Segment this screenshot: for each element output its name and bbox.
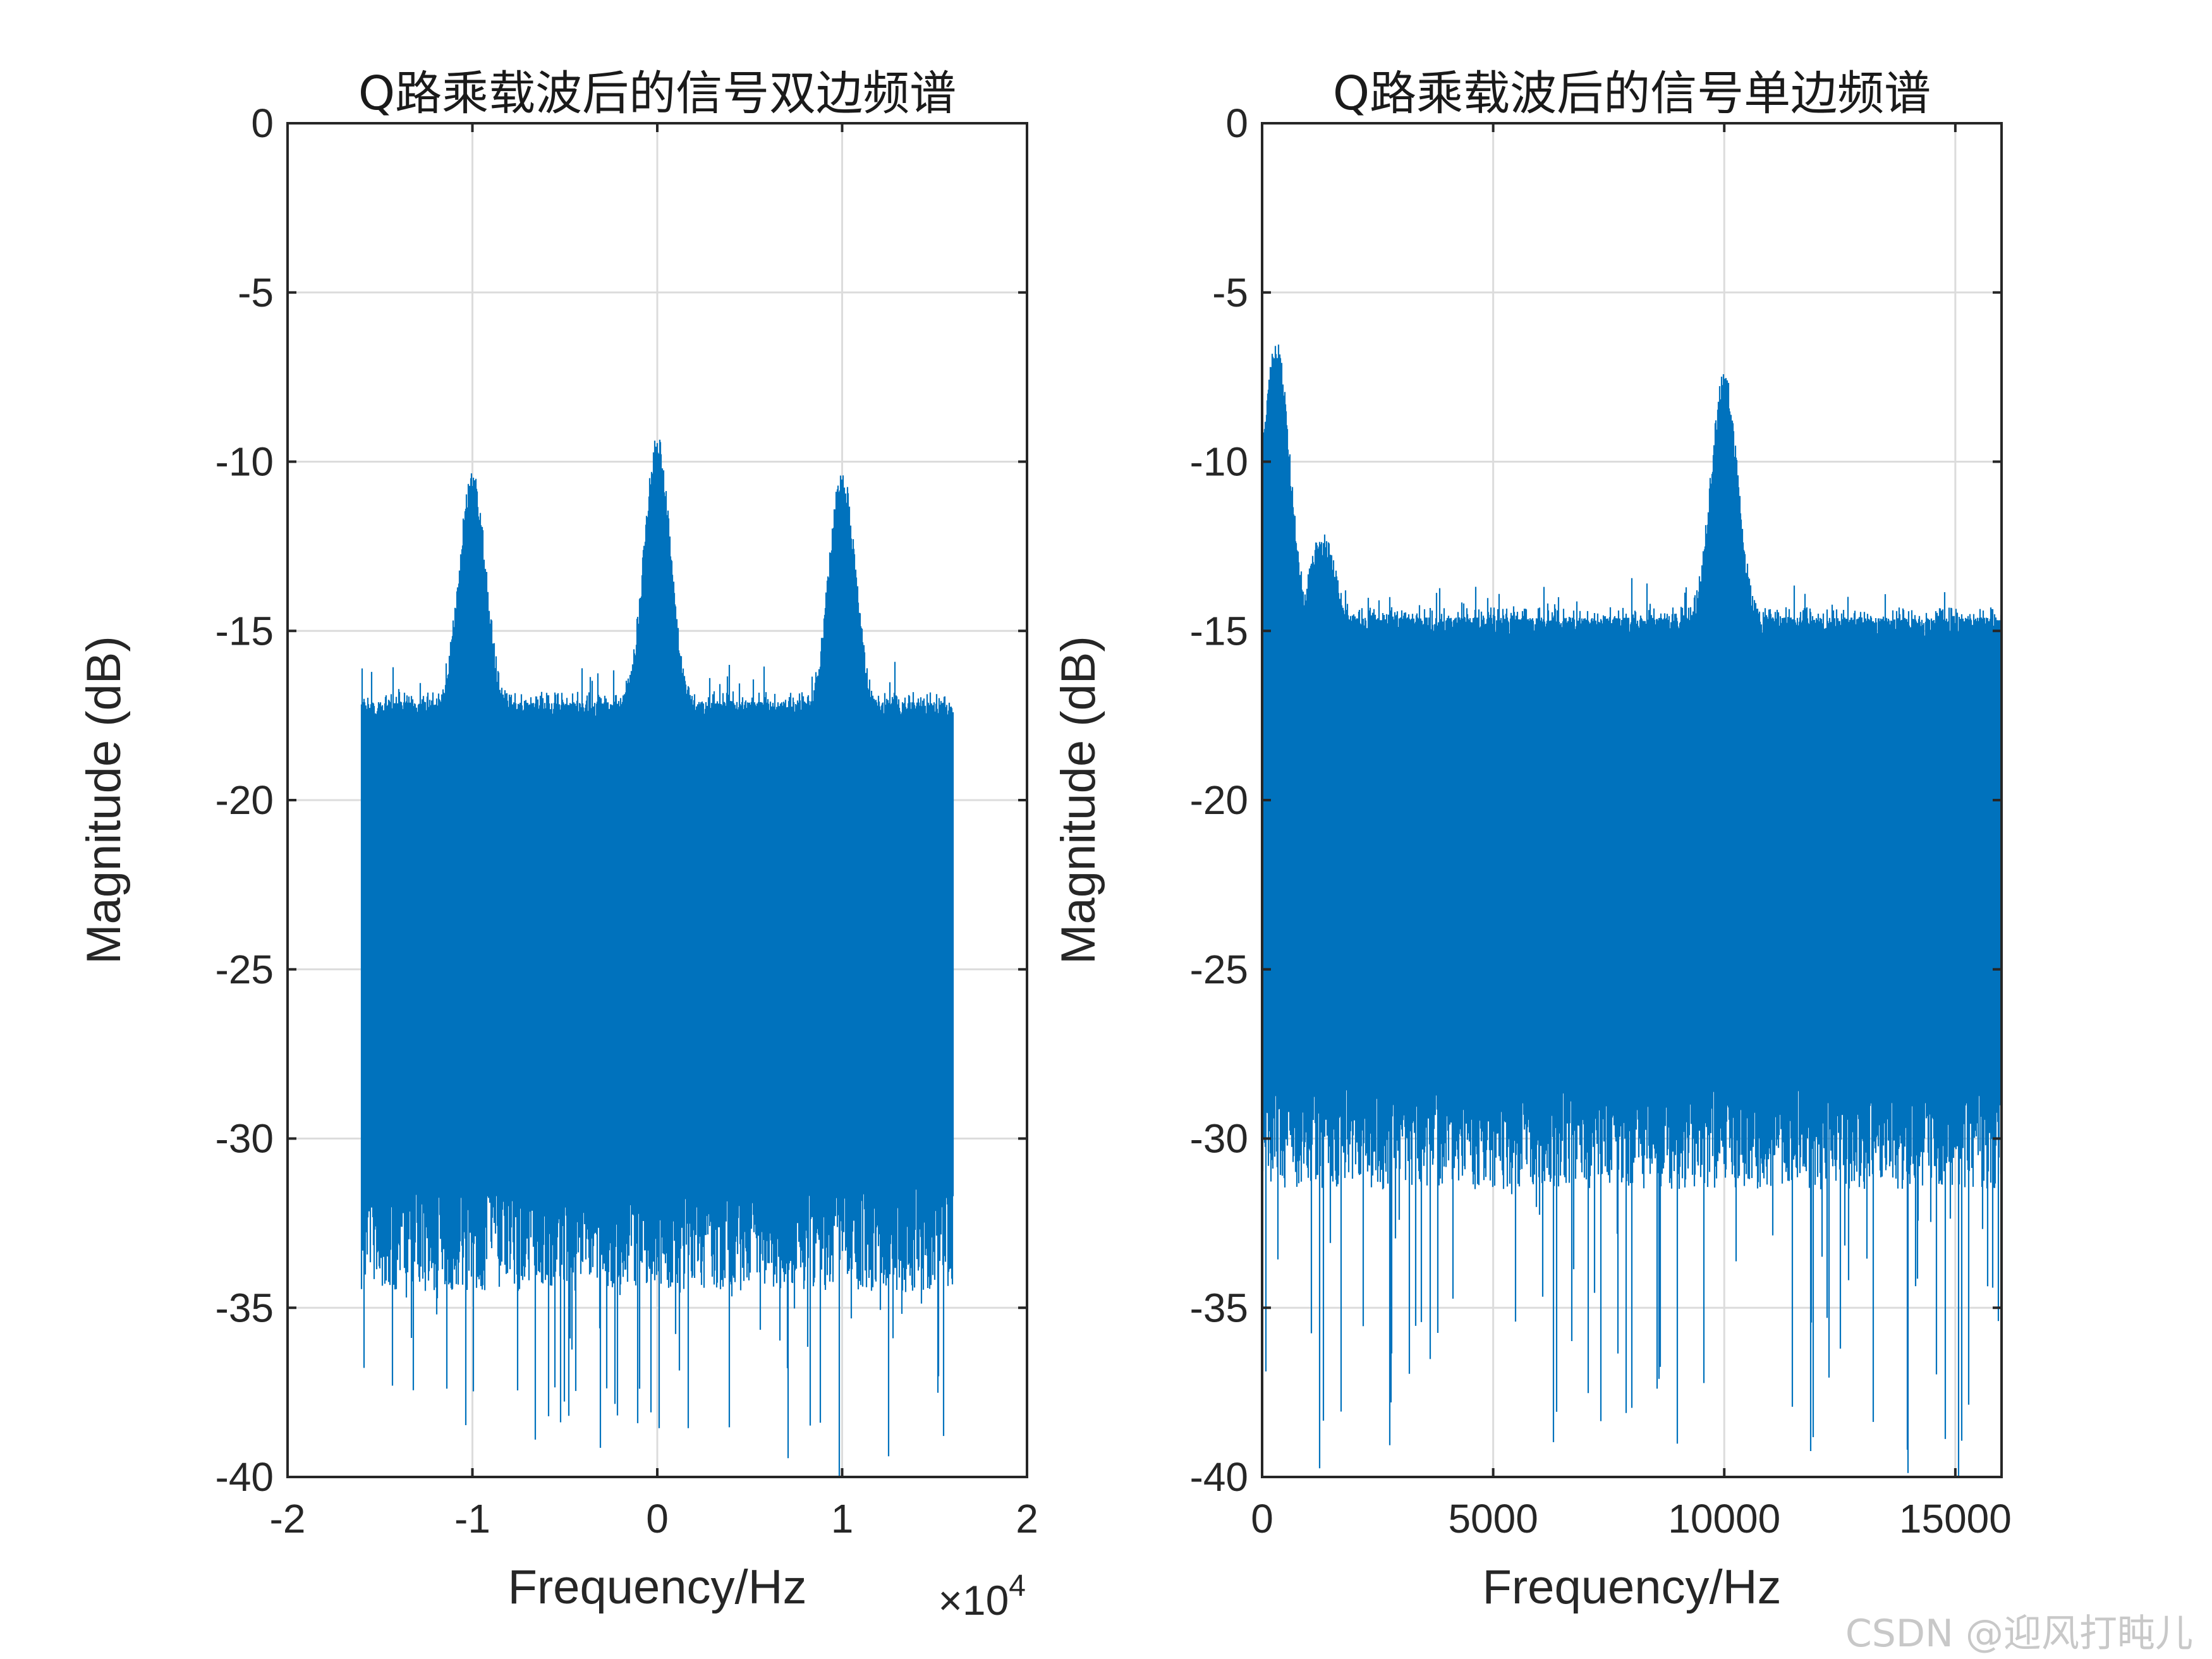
x-axis-label: Frequency/Hz [507,1560,806,1614]
y-tick-label: -40 [216,1454,274,1500]
spectrum-series-line [360,439,954,1476]
chart-title: Q路乘载波后的信号双边频谱 [358,66,956,121]
y-tick-label: -35 [216,1285,274,1330]
x-axis-exponent: ×104 [938,1569,1026,1624]
y-tick-label: -15 [1190,608,1249,653]
x-tick-label: -2 [270,1496,306,1541]
y-tick-label: -20 [1190,777,1249,823]
y-tick-label: -10 [1190,439,1249,485]
y-tick-label: -20 [216,777,274,823]
y-tick-label: -25 [216,947,274,992]
chart-single-sided-spectrum: 0 5000 10000 15000 0 -5 -10 -15 -20 -25 -30 -35 -40 Q… [1052,66,2012,1614]
y-tick-label: -40 [1190,1454,1249,1500]
y-tick-label: -35 [1190,1285,1249,1330]
y-axis-label: Magnitude (dB) [77,636,131,964]
y-tick-label: -10 [216,439,274,485]
y-tick-label: -30 [216,1116,274,1162]
y-tick-label: -30 [1190,1116,1249,1162]
x-tick-label: 5000 [1448,1496,1538,1541]
y-tick-label: -15 [216,608,274,653]
watermark: CSDN @迎风打盹儿 [1845,1612,2193,1656]
x-tick-label: 0 [1251,1496,1273,1541]
x-tick-label: 10000 [1668,1496,1780,1541]
x-tick-label: 15000 [1899,1496,2012,1541]
y-tick-label: 0 [251,100,274,146]
x-tick-label: 2 [1016,1496,1038,1541]
y-tick-label: -25 [1190,947,1249,992]
y-axis-label: Magnitude (dB) [1052,636,1105,964]
x-tick-label: 0 [646,1496,669,1541]
x-tick-label: -1 [454,1496,490,1541]
x-axis-label: Frequency/Hz [1482,1560,1781,1614]
y-tick-label: -5 [238,270,274,315]
x-tick-label: 1 [831,1496,854,1541]
y-tick-label: -5 [1212,270,1248,315]
y-tick-label: 0 [1225,100,1248,146]
chart-title: Q路乘载波后的信号单边频谱 [1333,66,1931,121]
chart-double-sided-spectrum: -2 -1 0 1 20-5-10-15-20-25-30-35-40Q路乘载波后的信号… [77,66,1038,1624]
